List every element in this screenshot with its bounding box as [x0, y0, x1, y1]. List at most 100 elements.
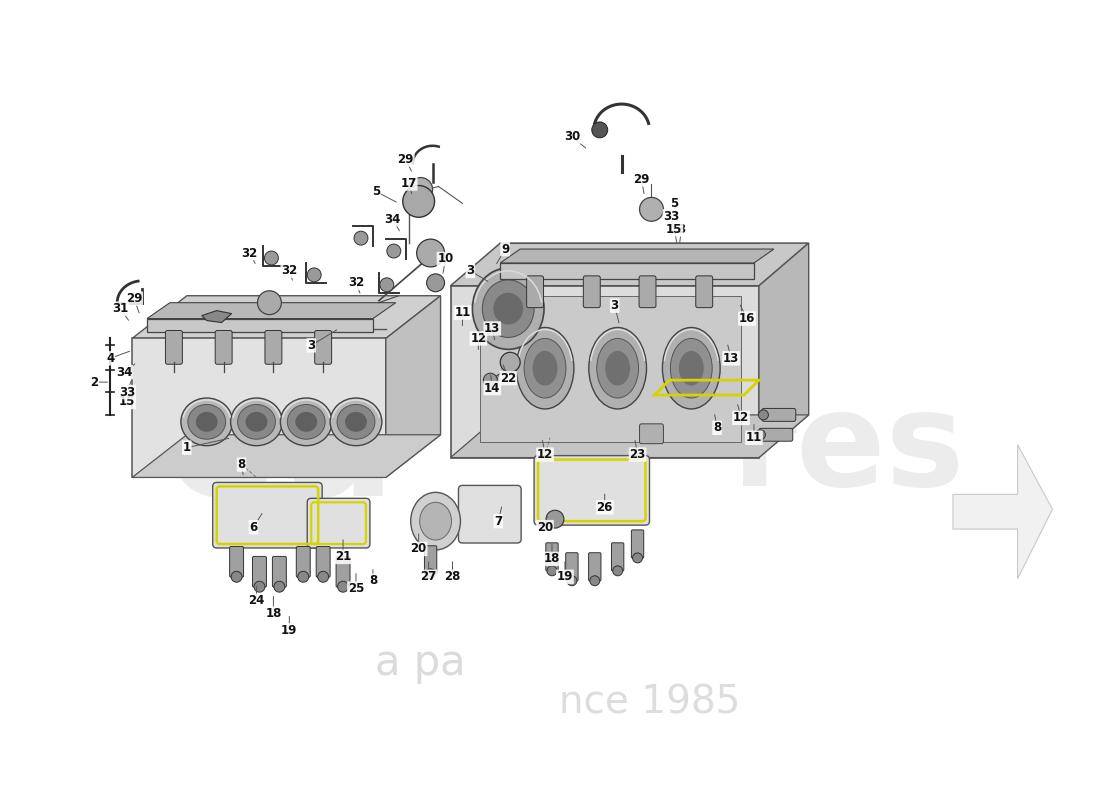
- Circle shape: [632, 553, 642, 563]
- Text: 13: 13: [723, 352, 739, 365]
- Circle shape: [403, 186, 434, 218]
- FancyBboxPatch shape: [639, 424, 663, 444]
- Ellipse shape: [245, 412, 267, 432]
- Ellipse shape: [472, 268, 544, 350]
- FancyBboxPatch shape: [583, 276, 601, 308]
- Circle shape: [274, 582, 285, 592]
- Ellipse shape: [238, 405, 275, 439]
- Ellipse shape: [345, 412, 367, 432]
- FancyBboxPatch shape: [527, 276, 543, 308]
- Ellipse shape: [287, 405, 326, 439]
- Text: 8: 8: [368, 574, 377, 587]
- Ellipse shape: [493, 293, 524, 325]
- Polygon shape: [481, 296, 741, 442]
- FancyBboxPatch shape: [230, 546, 243, 578]
- Circle shape: [500, 352, 520, 372]
- Text: 32: 32: [241, 246, 257, 259]
- Text: 11: 11: [746, 431, 762, 444]
- Text: 31: 31: [112, 302, 129, 315]
- Circle shape: [409, 178, 432, 202]
- FancyBboxPatch shape: [273, 557, 286, 587]
- Text: 34: 34: [385, 213, 402, 226]
- FancyBboxPatch shape: [535, 456, 649, 525]
- Text: 18: 18: [543, 552, 560, 566]
- Text: 22: 22: [500, 372, 516, 385]
- FancyBboxPatch shape: [307, 498, 370, 548]
- Text: 16: 16: [739, 312, 756, 325]
- Text: 26: 26: [596, 501, 613, 514]
- FancyBboxPatch shape: [546, 543, 558, 571]
- Text: 3: 3: [466, 265, 474, 278]
- Text: 6: 6: [250, 521, 257, 534]
- Circle shape: [547, 566, 557, 576]
- Ellipse shape: [295, 412, 317, 432]
- Text: 5: 5: [372, 185, 379, 198]
- Text: 15: 15: [667, 222, 683, 236]
- Circle shape: [566, 576, 576, 586]
- Text: 3: 3: [678, 222, 685, 236]
- Polygon shape: [451, 286, 759, 458]
- Text: 10: 10: [438, 253, 453, 266]
- Text: 24: 24: [249, 594, 265, 607]
- Polygon shape: [386, 296, 441, 478]
- Circle shape: [756, 430, 766, 440]
- FancyBboxPatch shape: [315, 330, 331, 364]
- Text: 12: 12: [537, 448, 553, 461]
- FancyBboxPatch shape: [253, 557, 266, 587]
- Ellipse shape: [597, 338, 639, 398]
- Text: 17: 17: [400, 177, 417, 190]
- Text: 2: 2: [90, 376, 98, 389]
- FancyBboxPatch shape: [425, 546, 437, 574]
- Text: 33: 33: [119, 386, 135, 398]
- Polygon shape: [451, 243, 808, 286]
- FancyBboxPatch shape: [212, 482, 322, 548]
- Circle shape: [298, 571, 309, 582]
- Circle shape: [307, 268, 321, 282]
- Circle shape: [592, 122, 607, 138]
- Circle shape: [758, 410, 769, 420]
- Text: 9: 9: [502, 242, 509, 255]
- Text: 12: 12: [470, 332, 486, 345]
- Text: 19: 19: [282, 624, 297, 637]
- Text: res: res: [732, 386, 965, 513]
- FancyBboxPatch shape: [337, 557, 350, 587]
- Polygon shape: [451, 415, 808, 458]
- Text: 7: 7: [494, 514, 503, 528]
- Polygon shape: [953, 445, 1053, 578]
- FancyBboxPatch shape: [165, 330, 183, 364]
- FancyBboxPatch shape: [296, 546, 310, 578]
- Text: 12: 12: [733, 411, 749, 424]
- Text: 34: 34: [116, 366, 132, 378]
- FancyBboxPatch shape: [696, 276, 713, 308]
- Circle shape: [426, 569, 436, 578]
- Polygon shape: [201, 310, 232, 322]
- Circle shape: [354, 231, 367, 245]
- FancyBboxPatch shape: [265, 330, 282, 364]
- Polygon shape: [132, 296, 441, 338]
- Ellipse shape: [670, 338, 712, 398]
- Circle shape: [254, 582, 265, 592]
- Circle shape: [387, 244, 400, 258]
- Ellipse shape: [410, 492, 461, 550]
- Polygon shape: [759, 243, 808, 458]
- Text: 14: 14: [484, 382, 500, 394]
- Circle shape: [338, 582, 349, 592]
- Ellipse shape: [420, 502, 451, 540]
- Text: 33: 33: [663, 210, 680, 222]
- FancyBboxPatch shape: [612, 543, 624, 571]
- Text: 29: 29: [397, 153, 414, 166]
- Text: 18: 18: [265, 607, 282, 620]
- Circle shape: [546, 510, 564, 528]
- Circle shape: [639, 198, 663, 222]
- Text: 3: 3: [307, 339, 316, 352]
- Ellipse shape: [588, 327, 647, 409]
- Ellipse shape: [662, 327, 720, 409]
- Text: 29: 29: [634, 173, 650, 186]
- FancyBboxPatch shape: [216, 330, 232, 364]
- Circle shape: [613, 566, 623, 576]
- Text: 23: 23: [629, 448, 646, 461]
- Text: eu: eu: [166, 368, 397, 531]
- Ellipse shape: [482, 280, 535, 338]
- FancyBboxPatch shape: [631, 530, 644, 558]
- Circle shape: [379, 278, 394, 292]
